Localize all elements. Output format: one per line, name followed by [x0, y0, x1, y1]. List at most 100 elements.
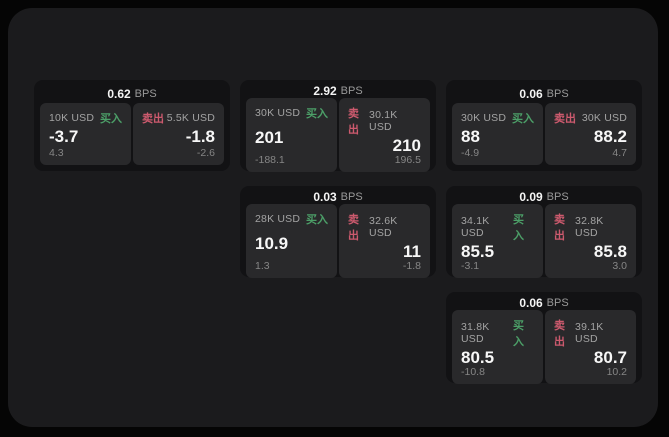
sell-delta: 3.0 [612, 260, 627, 272]
bps-unit-label: BPS [546, 297, 569, 309]
quote-grid: 0.62 BPS 10K USD 买入 -3.7 4.3 卖出 5.5K USD… [34, 80, 642, 384]
card-header: 0.03 BPS [246, 190, 430, 204]
buy-price: 88 [461, 127, 480, 146]
buy-side-label: 买入 [306, 214, 328, 226]
buy-panel-header: 30K USD 买入 [461, 110, 534, 126]
quote-card: 0.06 BPS 30K USD 买入 88 -4.9 卖出 30K USD 8… [446, 80, 642, 171]
buy-amount: 34.1K USD [461, 215, 490, 239]
buy-side-label: 买入 [512, 320, 524, 348]
quote-card: 0.09 BPS 34.1K USD 买入 85.5 -3.1 卖出 32.8K… [446, 186, 642, 278]
sell-delta: -1.8 [402, 260, 421, 272]
sell-price: -1.8 [185, 127, 215, 146]
buy-amount: 28K USD [255, 213, 301, 225]
bps-unit-label: BPS [546, 87, 569, 100]
card-header: 0.09 BPS [452, 190, 636, 204]
sell-price: 11 [403, 242, 421, 261]
buy-price: 201 [255, 128, 284, 147]
sell-side-label: 卖出 [554, 214, 565, 242]
buy-quote-panel[interactable]: 34.1K USD 买入 85.5 -3.1 [452, 204, 543, 278]
bps-unit-label: BPS [546, 191, 569, 203]
buy-price: 85.5 [461, 242, 495, 261]
bps-unit-label: BPS [134, 87, 157, 100]
sell-price: 80.7 [593, 348, 627, 367]
sell-quote-panel[interactable]: 卖出 30K USD 88.2 4.7 [545, 103, 636, 165]
buy-price: 80.5 [461, 348, 495, 367]
buy-panel-header: 34.1K USD 买入 [461, 211, 534, 243]
sell-amount: 39.1K USD [575, 321, 604, 345]
sell-panel-header: 卖出 39.1K USD [554, 317, 627, 349]
bps-value: 0.06 [519, 296, 543, 310]
quote-panels: 30K USD 买入 88 -4.9 卖出 30K USD 88.2 4.7 [452, 103, 636, 165]
bps-value: 0.06 [519, 86, 543, 101]
quote-card: 2.92 BPS 30K USD 买入 201 -188.1 卖出 30.1K … [240, 80, 436, 172]
card-header: 0.06 BPS [452, 84, 636, 103]
quote-card: 0.06 BPS 31.8K USD 买入 80.5 -10.8 卖出 39.1… [446, 292, 642, 384]
sell-side-label: 卖出 [348, 214, 359, 242]
buy-amount: 30K USD [461, 112, 507, 124]
buy-amount: 31.8K USD [461, 321, 490, 345]
sell-amount: 30.1K USD [369, 109, 398, 133]
buy-side-label: 买入 [512, 214, 524, 242]
sell-price: 210 [392, 136, 421, 155]
sell-panel-header: 卖出 5.5K USD [142, 110, 215, 126]
quote-panels: 31.8K USD 买入 80.5 -10.8 卖出 39.1K USD 80.… [452, 310, 636, 384]
sell-quote-panel[interactable]: 卖出 32.6K USD 11 -1.8 [339, 204, 430, 278]
sell-delta: 10.2 [606, 366, 627, 378]
quote-panels: 10K USD 买入 -3.7 4.3 卖出 5.5K USD -1.8 -2.… [40, 103, 224, 165]
sell-panel-header: 卖出 30.1K USD [348, 105, 421, 137]
sell-delta: -2.6 [196, 147, 215, 159]
sell-quote-panel[interactable]: 卖出 39.1K USD 80.7 10.2 [545, 310, 636, 384]
buy-panel-header: 28K USD 买入 [255, 211, 328, 227]
sell-amount: 30K USD [581, 112, 627, 124]
bps-unit-label: BPS [340, 191, 363, 203]
buy-delta: -188.1 [255, 154, 285, 166]
quote-panels: 28K USD 买入 10.9 1.3 卖出 32.6K USD 11 -1.8 [246, 204, 430, 278]
sell-amount: 32.6K USD [369, 215, 398, 239]
buy-quote-panel[interactable]: 31.8K USD 买入 80.5 -10.8 [452, 310, 543, 384]
sell-amount: 32.8K USD [575, 215, 604, 239]
sell-side-label: 卖出 [554, 320, 565, 348]
buy-side-label: 买入 [512, 113, 534, 125]
quote-card: 0.62 BPS 10K USD 买入 -3.7 4.3 卖出 5.5K USD… [34, 80, 230, 171]
sell-delta: 4.7 [612, 147, 627, 159]
buy-quote-panel[interactable]: 28K USD 买入 10.9 1.3 [246, 204, 337, 278]
sell-panel-header: 卖出 32.6K USD [348, 211, 421, 243]
buy-delta: -10.8 [461, 366, 485, 378]
buy-amount: 30K USD [255, 107, 301, 119]
sell-quote-panel[interactable]: 卖出 32.8K USD 85.8 3.0 [545, 204, 636, 278]
bps-value: 2.92 [313, 84, 337, 98]
buy-delta: 1.3 [255, 260, 270, 272]
buy-quote-panel[interactable]: 30K USD 买入 88 -4.9 [452, 103, 543, 165]
sell-quote-panel[interactable]: 卖出 5.5K USD -1.8 -2.6 [133, 103, 224, 165]
sell-price: 85.8 [593, 242, 627, 261]
bps-value: 0.62 [107, 86, 131, 101]
buy-quote-panel[interactable]: 30K USD 买入 201 -188.1 [246, 98, 337, 172]
card-header: 0.06 BPS [452, 296, 636, 310]
buy-quote-panel[interactable]: 10K USD 买入 -3.7 4.3 [40, 103, 131, 165]
app-container: 0.62 BPS 10K USD 买入 -3.7 4.3 卖出 5.5K USD… [8, 8, 658, 427]
sell-panel-header: 卖出 32.8K USD [554, 211, 627, 243]
buy-amount: 10K USD [49, 112, 95, 124]
sell-quote-panel[interactable]: 卖出 30.1K USD 210 196.5 [339, 98, 430, 172]
sell-side-label: 卖出 [142, 113, 164, 125]
buy-delta: 4.3 [49, 147, 64, 159]
buy-panel-header: 10K USD 买入 [49, 110, 122, 126]
sell-side-label: 卖出 [348, 108, 359, 136]
sell-amount: 5.5K USD [166, 112, 215, 124]
card-header: 0.62 BPS [40, 84, 224, 103]
buy-price: 10.9 [255, 234, 289, 253]
sell-delta: 196.5 [394, 154, 421, 166]
sell-side-label: 卖出 [554, 113, 576, 125]
card-header: 2.92 BPS [246, 84, 430, 98]
buy-panel-header: 31.8K USD 买入 [461, 317, 534, 349]
sell-panel-header: 卖出 30K USD [554, 110, 627, 126]
buy-delta: -3.1 [461, 260, 480, 272]
buy-price: -3.7 [49, 127, 79, 146]
bps-value: 0.03 [313, 190, 337, 204]
quote-panels: 34.1K USD 买入 85.5 -3.1 卖出 32.8K USD 85.8… [452, 204, 636, 278]
quote-card: 0.03 BPS 28K USD 买入 10.9 1.3 卖出 32.6K US… [240, 186, 436, 278]
buy-delta: -4.9 [461, 147, 480, 159]
buy-panel-header: 30K USD 买入 [255, 105, 328, 121]
quote-panels: 30K USD 买入 201 -188.1 卖出 30.1K USD 210 1… [246, 98, 430, 172]
buy-side-label: 买入 [100, 113, 122, 125]
